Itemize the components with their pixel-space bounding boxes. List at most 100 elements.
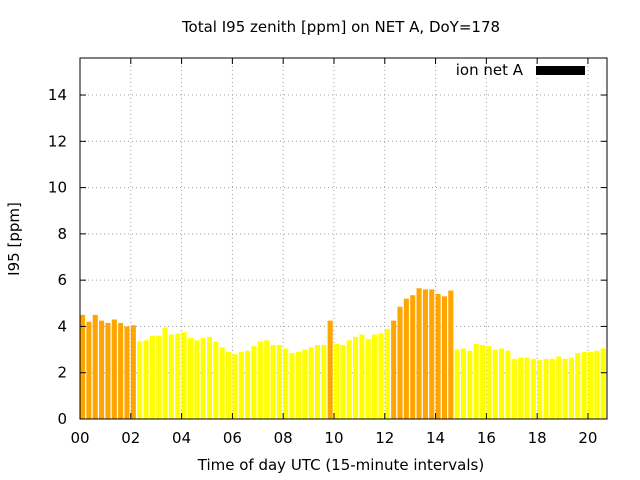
bar — [92, 314, 98, 419]
bar — [219, 347, 225, 419]
bar — [562, 358, 568, 419]
bar — [149, 335, 155, 419]
bar — [295, 351, 301, 419]
bar — [213, 341, 219, 419]
legend: ion net A — [456, 61, 585, 79]
bar — [378, 333, 384, 419]
y-tick-label: 2 — [57, 364, 67, 382]
bar — [276, 344, 282, 419]
y-tick-label: 6 — [57, 271, 67, 289]
bar — [80, 314, 86, 419]
bar — [511, 358, 517, 419]
x-tick-label: 02 — [121, 429, 140, 447]
x-tick-label: 06 — [223, 429, 242, 447]
bar — [340, 344, 346, 419]
bar — [270, 344, 276, 419]
bar — [232, 354, 238, 419]
bar — [118, 322, 124, 419]
bar — [384, 328, 390, 419]
bar — [226, 351, 232, 419]
bar — [403, 298, 409, 419]
bar — [206, 336, 213, 419]
bar — [353, 336, 359, 419]
bar — [156, 335, 162, 419]
bar — [499, 348, 505, 419]
bar — [549, 358, 555, 419]
bar — [257, 341, 263, 419]
bar — [137, 341, 143, 419]
y-tick-label: 4 — [57, 317, 67, 335]
bar — [372, 334, 378, 419]
bar — [467, 350, 473, 419]
bar — [245, 350, 251, 419]
bar — [283, 348, 289, 419]
bar — [473, 343, 479, 419]
bar — [422, 289, 428, 419]
y-tick-label: 8 — [57, 225, 67, 243]
bar — [200, 338, 206, 419]
bar — [391, 320, 397, 419]
bar — [346, 340, 352, 419]
x-tick-label: 20 — [578, 429, 597, 447]
bar — [308, 347, 314, 419]
x-tick-label: 16 — [477, 429, 496, 447]
bar — [556, 356, 562, 419]
y-tick-label: 14 — [48, 86, 67, 104]
bar — [460, 348, 467, 419]
bar-series — [80, 288, 606, 419]
chart-title: Total I95 zenith [ppm] on NET A, DoY=178 — [181, 18, 500, 36]
bar — [480, 344, 486, 419]
x-tick-label: 04 — [172, 429, 191, 447]
bar — [99, 320, 105, 419]
bar — [575, 353, 581, 419]
bar — [537, 359, 543, 419]
bar — [530, 358, 536, 419]
bar — [124, 326, 130, 419]
bar — [416, 288, 422, 419]
bar — [518, 357, 524, 419]
x-tick-label: 14 — [426, 429, 445, 447]
bar — [187, 338, 194, 419]
y-tick-label: 0 — [57, 410, 67, 428]
x-tick-label: 08 — [274, 429, 293, 447]
y-tick-label: 10 — [48, 179, 67, 197]
bar — [410, 295, 416, 419]
bar — [359, 334, 365, 419]
bar — [264, 340, 270, 419]
bar — [105, 322, 111, 419]
bar — [600, 348, 606, 419]
bar — [397, 306, 403, 419]
bar — [543, 358, 549, 419]
bar — [111, 319, 117, 419]
bar — [441, 296, 447, 419]
bar — [448, 290, 454, 419]
bar — [492, 349, 498, 419]
bar — [162, 327, 168, 419]
x-tick-label: 12 — [375, 429, 394, 447]
legend-swatch — [536, 66, 585, 75]
bar — [289, 353, 295, 419]
bar — [327, 320, 333, 419]
bar — [505, 350, 511, 419]
bar — [486, 346, 492, 419]
bar — [238, 351, 244, 419]
bar — [251, 346, 257, 419]
x-axis-label: Time of day UTC (15-minute intervals) — [197, 456, 484, 474]
bar — [86, 321, 92, 419]
bar — [175, 333, 181, 419]
bar — [594, 350, 600, 419]
y-tick-label: 12 — [48, 132, 67, 150]
bar — [143, 340, 149, 419]
x-tick-label: 18 — [528, 429, 547, 447]
x-tick-label: 00 — [70, 429, 89, 447]
legend-label: ion net A — [456, 61, 524, 79]
bar — [302, 349, 308, 419]
bar — [130, 325, 136, 419]
bar — [581, 351, 587, 419]
bar — [524, 357, 530, 419]
bar — [314, 344, 321, 419]
y-axis-label: I95 [ppm] — [5, 202, 23, 276]
plot-frame — [79, 57, 608, 420]
